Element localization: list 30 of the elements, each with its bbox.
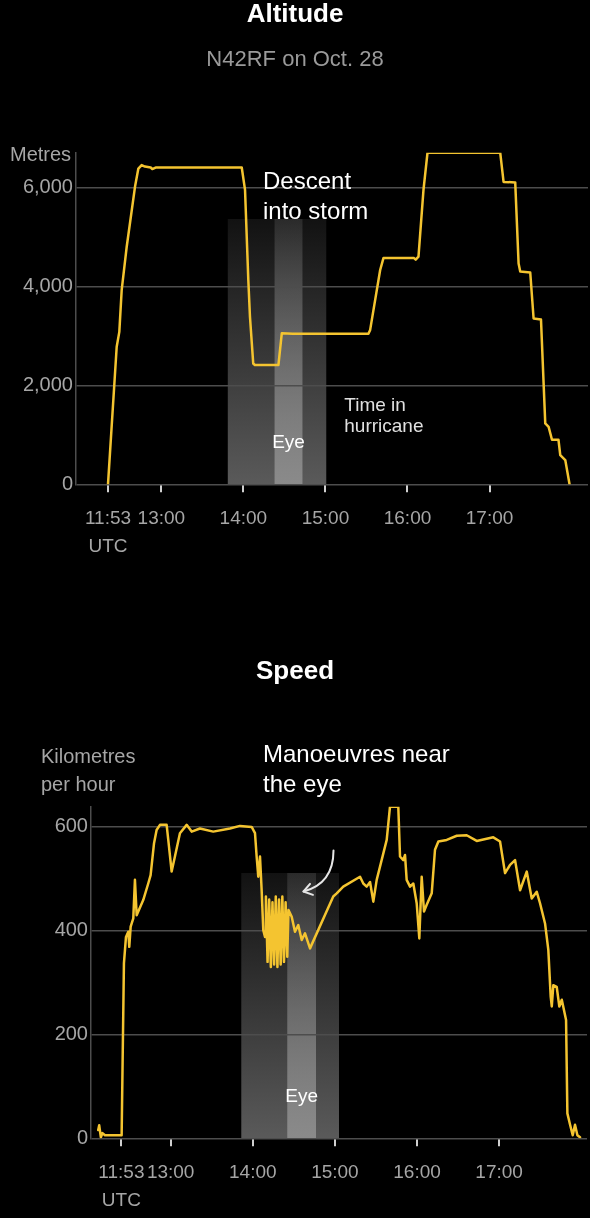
x-tick-label: 14:00	[229, 1160, 277, 1182]
y-tick-label: 0	[76, 1125, 88, 1148]
y-tick-label: 0	[61, 471, 73, 494]
y-axis-title: Metres	[10, 142, 72, 165]
y-tick-label: 400	[54, 918, 88, 941]
y-tick-label: 200	[54, 1022, 88, 1045]
x-tick-label: 13:00	[137, 506, 186, 528]
x-tick-label: 17:00	[475, 1160, 523, 1182]
y-axis-title: Kilometres per hour	[41, 744, 136, 795]
annotation: Descent into storm	[263, 166, 369, 224]
band-label: Eye	[272, 430, 305, 452]
y-tick-label: 2,000	[22, 372, 73, 395]
x-tick-label: 11:53 UTC	[84, 506, 132, 557]
x-tick-label: 13:00	[146, 1160, 195, 1182]
band-label: Time in hurricane	[344, 393, 424, 436]
chart-title: Speed	[255, 655, 335, 686]
y-tick-label: 600	[54, 814, 88, 837]
x-tick-label: 16:00	[393, 1160, 441, 1182]
x-tick-label: 15:00	[301, 506, 350, 528]
x-tick-label: 17:00	[465, 506, 514, 528]
y-tick-label: 6,000	[22, 174, 73, 197]
x-tick-label: 11:53 UTC	[98, 1160, 145, 1211]
band-label: Eye	[285, 1084, 319, 1106]
x-tick-label: 16:00	[383, 506, 432, 528]
text: Manoeuvres near the eye	[263, 739, 450, 797]
chart-title: Altitude	[246, 0, 344, 29]
y-tick-label: 4,000	[22, 273, 73, 296]
chart-subtitle: N42RF on Oct. 28	[206, 46, 384, 72]
x-tick-label: 14:00	[219, 506, 268, 528]
x-tick-label: 15:00	[311, 1160, 359, 1182]
